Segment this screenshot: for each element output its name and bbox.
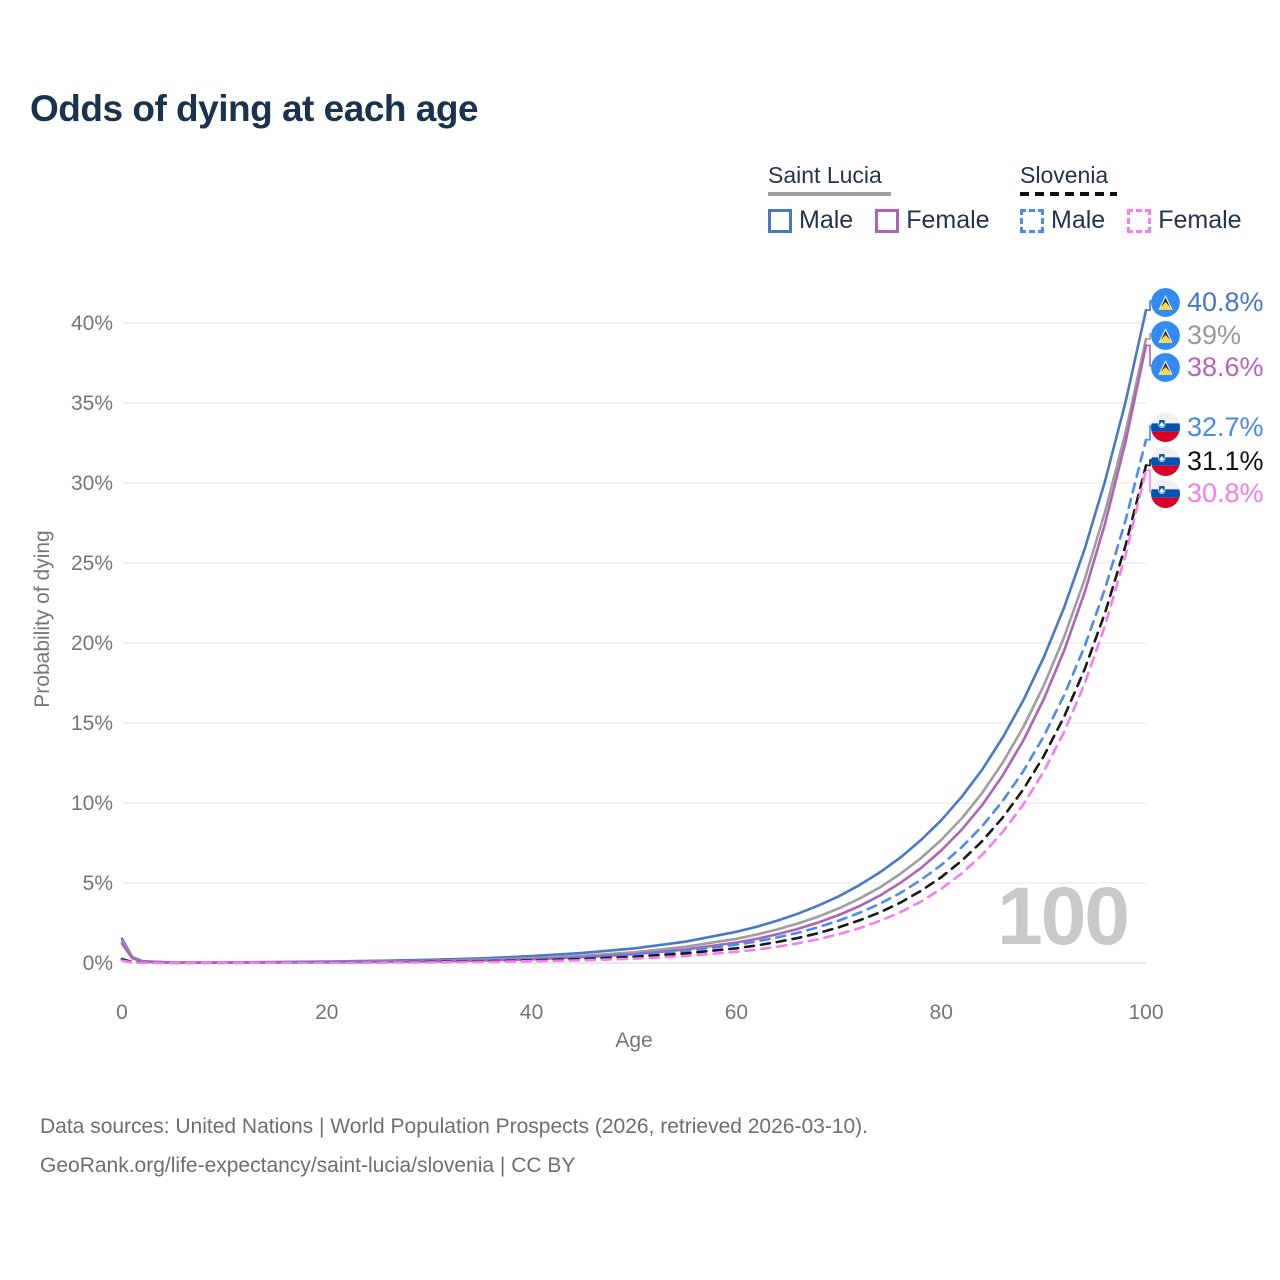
saint-lucia-linestyle-sample (768, 192, 891, 196)
end-label-saint-lucia-both: 39% (1151, 320, 1241, 351)
legend-label-saint-lucia-male[interactable]: Male (799, 206, 854, 234)
y-tick-label: 40% (71, 312, 113, 335)
legend-swatch-slovenia-female[interactable] (1127, 208, 1152, 233)
y-tick-label: 10% (71, 792, 113, 815)
end-label-slovenia-female: 30.8% (1151, 478, 1264, 509)
legend-swatch-slovenia-male[interactable] (1020, 208, 1044, 233)
y-tick-label: 25% (71, 552, 113, 575)
y-tick-label: 30% (71, 472, 113, 495)
x-tick-label: 40 (520, 1001, 543, 1024)
end-label-slovenia-both: 31.1% (1151, 446, 1264, 477)
saint-lucia-flag-icon (1151, 353, 1180, 382)
y-tick-label: 35% (71, 392, 113, 415)
y-tick-label: 15% (71, 712, 113, 735)
footer: Data sources: United Nations | World Pop… (40, 1108, 868, 1186)
legend-country-saint-lucia[interactable]: Saint Lucia (768, 162, 882, 188)
series-line-saint-lucia-both-sexes (120, 337, 1148, 964)
x-tick-label: 60 (725, 1001, 748, 1024)
legend-group-slovenia: Slovenia Male Female (1020, 162, 1264, 235)
series-line-saint-lucia-female (120, 344, 1148, 965)
end-label-slovenia-male: 32.7% (1151, 412, 1264, 443)
y-axis-label: Probability of dying (31, 530, 54, 708)
end-label-saint-lucia-female: 38.6% (1151, 352, 1264, 383)
x-tick-label: 0 (116, 1001, 128, 1024)
end-label-saint-lucia-male: 40.8% (1151, 287, 1264, 318)
slovenia-flag-icon (1151, 413, 1180, 442)
x-axis-label: Age (615, 1029, 653, 1052)
legend-label-slovenia-male[interactable]: Male (1051, 206, 1106, 234)
legend-swatch-saint-lucia-female[interactable] (875, 208, 900, 233)
slovenia-flag-icon (1151, 447, 1180, 476)
y-tick-label: 20% (71, 632, 113, 655)
x-tick-label: 20 (315, 1001, 338, 1024)
series-line-slovenia-both-sexes (120, 464, 1148, 965)
y-tick-label: 5% (83, 872, 113, 895)
saint-lucia-flag-icon (1151, 288, 1180, 317)
legend-group-saint-lucia: Saint Lucia Male Female (768, 162, 1012, 235)
footer-data-sources: Data sources: United Nations | World Pop… (40, 1115, 869, 1138)
saint-lucia-flag-icon (1151, 321, 1180, 350)
slovenia-linestyle-sample (1020, 192, 1117, 196)
legend-country-slovenia[interactable]: Slovenia (1020, 162, 1109, 188)
legend-label-saint-lucia-female[interactable]: Female (906, 206, 990, 234)
age-indicator-watermark: 100 (997, 871, 1130, 962)
end-value: 39% (1187, 320, 1242, 350)
legend-label-slovenia-female[interactable]: Female (1158, 206, 1242, 234)
end-value: 38.6% (1187, 352, 1264, 382)
slovenia-flag-icon (1151, 479, 1180, 508)
y-tick-label: 0% (83, 952, 113, 975)
legend-swatch-saint-lucia-male[interactable] (768, 208, 792, 233)
end-value: 40.8% (1187, 287, 1264, 317)
page-title: Odds of dying at each age (30, 88, 479, 129)
footer-attribution: GeoRank.org/life-expectancy/saint-lucia/… (40, 1153, 576, 1177)
end-value: 32.7% (1187, 412, 1264, 442)
end-value: 30.8% (1187, 478, 1264, 508)
series-line-saint-lucia-male (120, 308, 1148, 964)
series-line-slovenia-male (120, 438, 1148, 965)
x-tick-label: 100 (1128, 1001, 1163, 1024)
series-line-slovenia-female (120, 468, 1148, 965)
end-value: 31.1% (1187, 446, 1264, 476)
x-tick-label: 80 (930, 1001, 953, 1024)
